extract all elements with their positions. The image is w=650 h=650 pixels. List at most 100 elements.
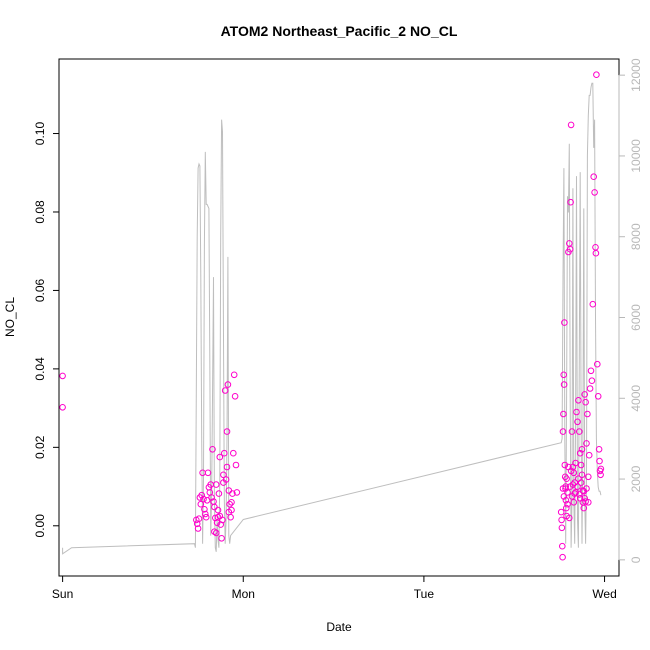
data-point xyxy=(232,461,240,469)
altitude-line-layer xyxy=(62,82,602,555)
data-point xyxy=(214,506,222,514)
right-y-tick-label: 2000 xyxy=(629,465,643,492)
data-point xyxy=(211,528,218,536)
data-point xyxy=(566,245,574,253)
data-point xyxy=(564,500,571,508)
data-point xyxy=(582,398,589,406)
data-point xyxy=(228,506,235,514)
x-tick-label: Mon xyxy=(232,587,255,601)
data-point xyxy=(224,381,232,388)
data-point xyxy=(204,469,212,477)
data-point xyxy=(214,513,222,521)
data-point xyxy=(591,189,598,196)
y-tick-label: 0.10 xyxy=(33,122,47,146)
data-point xyxy=(577,461,585,469)
data-point xyxy=(568,428,576,435)
data-point xyxy=(220,479,227,486)
data-point xyxy=(59,404,66,411)
data-point xyxy=(572,459,579,467)
data-point xyxy=(195,515,203,523)
data-point xyxy=(59,372,66,380)
data-point xyxy=(574,418,581,426)
data-point xyxy=(594,393,602,400)
data-point xyxy=(223,428,231,435)
x-axis: Sun Mon Tue Wed xyxy=(52,575,617,601)
data-point xyxy=(557,508,565,516)
data-point xyxy=(559,553,566,561)
data-point xyxy=(218,535,225,542)
data-point xyxy=(221,387,229,394)
data-point xyxy=(585,499,592,506)
data-point xyxy=(230,371,238,379)
right-y-tick-label: 0 xyxy=(629,556,643,563)
data-point xyxy=(580,488,588,495)
altitude-line xyxy=(62,82,602,555)
data-point xyxy=(202,510,209,518)
data-point xyxy=(560,410,567,418)
data-point xyxy=(595,446,603,453)
data-point xyxy=(589,300,597,308)
data-point xyxy=(588,377,596,385)
data-point xyxy=(564,489,571,496)
x-tick-label: Tue xyxy=(414,587,435,601)
data-point xyxy=(578,471,586,479)
data-point xyxy=(228,499,235,506)
right-y-axis: 0 2000 4000 6000 8000 10000 12000 xyxy=(618,58,643,563)
data-point xyxy=(585,451,593,459)
data-point xyxy=(597,465,605,473)
data-point xyxy=(583,440,590,447)
x-tick-label: Sun xyxy=(52,587,73,601)
data-point xyxy=(575,475,582,483)
data-point xyxy=(576,495,584,502)
data-point xyxy=(586,385,594,392)
data-point xyxy=(194,525,202,532)
data-point xyxy=(567,198,574,206)
data-point xyxy=(596,457,603,465)
y-axis-label: NO_CL xyxy=(3,297,17,337)
data-point xyxy=(229,490,236,497)
data-point xyxy=(200,495,207,503)
data-point xyxy=(221,449,228,457)
data-point xyxy=(563,504,570,512)
data-point xyxy=(558,516,565,524)
data-point xyxy=(212,481,220,488)
data-points-layer xyxy=(59,71,605,561)
data-point xyxy=(208,494,215,501)
data-point xyxy=(590,173,598,180)
data-point xyxy=(593,71,600,78)
data-point xyxy=(575,397,582,404)
data-point xyxy=(197,500,205,508)
y-tick-label: 0.08 xyxy=(33,200,47,224)
data-point xyxy=(223,463,231,471)
data-point xyxy=(201,506,208,513)
chart-title: ATOM2 Northeast_Pacific_2 NO_CL xyxy=(221,23,458,39)
y-axis: 0.00 0.02 0.04 0.06 0.08 0.10 xyxy=(33,122,60,537)
data-point xyxy=(215,490,223,497)
data-point xyxy=(571,490,579,497)
data-point xyxy=(580,504,588,512)
data-point xyxy=(561,319,568,326)
data-point xyxy=(562,483,570,490)
data-point xyxy=(581,391,589,398)
data-point xyxy=(220,471,227,479)
data-point xyxy=(231,393,239,400)
right-y-tick-label: 6000 xyxy=(629,304,643,331)
data-point xyxy=(592,249,600,257)
right-y-tick-label: 4000 xyxy=(629,385,643,412)
data-point xyxy=(202,513,210,521)
data-point xyxy=(567,121,575,129)
x-tick-label: Wed xyxy=(592,587,616,601)
data-point xyxy=(216,453,224,461)
data-point xyxy=(209,446,216,453)
data-point xyxy=(581,495,589,502)
data-point xyxy=(560,381,568,388)
data-point xyxy=(559,428,567,435)
y-tick-label: 0.04 xyxy=(33,357,47,381)
data-point xyxy=(230,449,237,457)
right-y-tick-label: 12000 xyxy=(629,58,643,92)
data-point xyxy=(562,497,570,504)
data-point xyxy=(212,529,220,537)
data-point xyxy=(558,524,566,532)
